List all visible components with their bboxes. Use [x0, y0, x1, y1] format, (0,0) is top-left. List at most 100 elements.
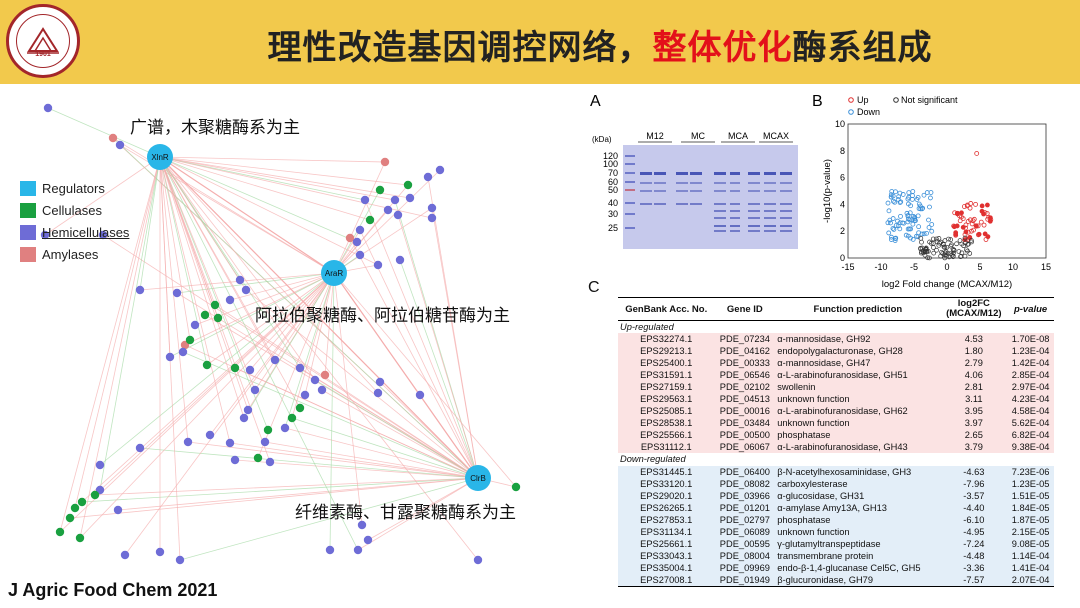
logo-year: 1901 — [35, 51, 51, 58]
annotation-clrb: 纤维素酶、甘露聚糖酶系为主 — [295, 503, 516, 522]
network-node — [225, 295, 235, 305]
network-node — [172, 288, 182, 298]
network-node — [190, 320, 200, 330]
svg-text:B: B — [812, 93, 823, 110]
network-node — [320, 370, 330, 380]
svg-text:4: 4 — [840, 199, 845, 209]
network-node — [205, 430, 215, 440]
network-node — [353, 545, 363, 555]
network-node — [77, 497, 87, 507]
title-part-2: 酶系组成 — [792, 29, 933, 67]
network-node — [183, 437, 193, 447]
svg-text:-15: -15 — [841, 262, 854, 272]
network-node — [253, 453, 263, 463]
svg-text:log2 Fold change (MCAX/M12): log2 Fold change (MCAX/M12) — [882, 279, 1012, 290]
hub-node — [321, 260, 347, 286]
panel-a-label: A — [590, 93, 601, 110]
network-node — [511, 482, 521, 492]
network-node — [230, 455, 240, 465]
network-node — [75, 533, 85, 543]
col-log2fc: log2FC (MCAX/M12) — [940, 297, 1008, 321]
annotation-arar: 阿拉伯聚糖酶、阿拉伯糖苷酶为主 — [255, 306, 510, 325]
network-node — [245, 365, 255, 375]
network-node — [70, 503, 80, 513]
network-node — [363, 535, 373, 545]
network-node — [355, 250, 365, 260]
university-logo: 1901 — [6, 4, 80, 78]
hub-node — [147, 144, 173, 170]
network-node — [295, 403, 305, 413]
svg-text:-log10(p-value): -log10(p-value) — [822, 159, 833, 223]
network-node — [352, 237, 362, 247]
table-row: EPS25085.1 PDE_00016 α-L-arabinofuranosida… — [618, 405, 1054, 418]
lane-label: M12 — [646, 131, 664, 141]
regulatory-network: XlnR AraR ClrB — [40, 103, 521, 565]
network-node — [202, 360, 212, 370]
svg-text:5: 5 — [977, 262, 982, 272]
network-node — [423, 172, 433, 182]
svg-text:10: 10 — [835, 119, 845, 129]
lane-label: MCA — [728, 131, 748, 141]
network-node — [435, 165, 445, 175]
marker-label: 50 — [608, 185, 618, 195]
network-node — [178, 347, 188, 357]
col-gene-id: Gene ID — [714, 297, 776, 321]
network-node — [40, 230, 50, 240]
network-node — [310, 375, 320, 385]
table-row: EPS29020.1 PDE_03966 α-glucosidase, GH31 -3… — [618, 489, 1054, 502]
table-row: EPS31591.1 PDE_06546 α-L-arabinofuranosida… — [618, 369, 1054, 382]
network-node — [43, 103, 53, 113]
table-row: EPS28538.1 PDE_03484 unknown function 3.97 5… — [618, 417, 1054, 430]
title-highlight: 整体优化 — [652, 29, 793, 67]
table-row: EPS33043.1 PDE_08004 transmembrane protein… — [618, 549, 1054, 562]
network-node — [403, 180, 413, 190]
network-node — [280, 423, 290, 433]
network-node — [55, 527, 65, 537]
network-node — [98, 230, 108, 240]
section-label: Up-regulated — [618, 320, 1054, 333]
network-node — [241, 285, 251, 295]
network-node — [300, 390, 310, 400]
table-row: EPS31445.1 PDE_06400 β-N-acetylhexosaminid… — [618, 465, 1054, 478]
svg-text:(kDa): (kDa) — [592, 135, 612, 144]
network-node — [185, 335, 195, 345]
legend-amylases: Amylases — [20, 243, 129, 265]
table-row: EPS27159.1 PDE_02102 swollenin 2.81 2.97E-04 — [618, 381, 1054, 394]
marker-label: 30 — [608, 209, 618, 219]
panel-c-label: C — [588, 279, 600, 296]
network-node — [357, 520, 367, 530]
table-row: EPS29213.1 PDE_04162 endopolygalacturonase… — [618, 345, 1054, 358]
table-row: EPS25400.1 PDE_00333 α-mannosidase, GH47 2.… — [618, 357, 1054, 370]
svg-text:Not significant: Not significant — [901, 95, 958, 105]
hub-node — [465, 465, 491, 491]
table-row: EPS25661.1 PDE_00595 γ-glutamyltranspeptid… — [618, 537, 1054, 550]
network-node — [95, 460, 105, 470]
network-node — [230, 363, 240, 373]
network-node — [200, 310, 210, 320]
network-node — [175, 555, 185, 565]
hub-label: AraR — [325, 269, 343, 278]
network-node — [390, 195, 400, 205]
network-node — [270, 355, 280, 365]
network-node — [287, 413, 297, 423]
table-row: EPS32274.1 PDE_07234 α-mannosidase, GH92 4.… — [618, 333, 1054, 346]
panel-c-table: GenBank Acc. No. Gene ID Function predic… — [618, 297, 1054, 587]
network-node — [345, 233, 355, 243]
table-row: EPS31112.1 PDE_06067 α-L-arabinofuranosida… — [618, 441, 1054, 454]
network-node — [405, 193, 415, 203]
network-node — [393, 210, 403, 220]
marker-label: 60 — [608, 177, 618, 187]
network-node — [473, 555, 483, 565]
network-node — [427, 213, 437, 223]
table-row: EPS25566.1 PDE_00500 phosphatase 2.65 6.82E-… — [618, 429, 1054, 442]
legend-cellulases: Cellulases — [20, 199, 129, 221]
network-node — [108, 133, 118, 143]
network-node — [415, 390, 425, 400]
hub-label: XlnR — [151, 153, 169, 162]
table-row: EPS31134.1 PDE_06089 unknown function -4.95… — [618, 525, 1054, 538]
network-node — [380, 157, 390, 167]
network-node — [373, 260, 383, 270]
svg-text:-5: -5 — [910, 262, 918, 272]
network-node — [90, 490, 100, 500]
network-node — [360, 195, 370, 205]
